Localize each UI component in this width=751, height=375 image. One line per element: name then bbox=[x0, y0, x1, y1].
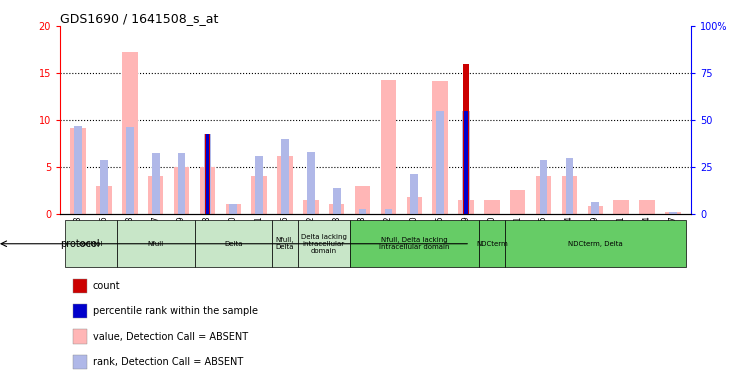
Bar bbox=[510, 190, 526, 214]
Text: Delta lacking
intracellular
domain: Delta lacking intracellular domain bbox=[301, 234, 347, 254]
Bar bbox=[381, 80, 397, 214]
Text: percentile rank within the sample: percentile rank within the sample bbox=[93, 306, 258, 316]
Bar bbox=[272, 220, 298, 267]
Bar bbox=[73, 279, 86, 293]
Bar bbox=[484, 200, 499, 214]
Bar bbox=[307, 152, 315, 214]
Bar bbox=[200, 167, 216, 214]
Bar bbox=[333, 188, 341, 214]
Bar bbox=[152, 153, 160, 214]
Bar bbox=[479, 220, 505, 267]
Text: control: control bbox=[79, 241, 104, 247]
Bar bbox=[206, 134, 210, 214]
Text: Delta: Delta bbox=[224, 241, 243, 247]
Bar bbox=[73, 355, 86, 369]
Bar bbox=[173, 167, 189, 214]
Bar bbox=[65, 220, 117, 267]
Bar bbox=[126, 127, 134, 214]
Bar bbox=[73, 330, 86, 344]
Text: Nfull,
Delta: Nfull, Delta bbox=[276, 237, 294, 250]
Bar bbox=[639, 200, 655, 214]
Bar bbox=[665, 212, 680, 214]
Bar bbox=[204, 134, 211, 214]
Bar bbox=[462, 111, 470, 214]
Bar bbox=[505, 220, 686, 267]
Bar bbox=[100, 160, 108, 214]
Text: count: count bbox=[93, 281, 120, 291]
Bar bbox=[303, 200, 318, 214]
Bar bbox=[277, 156, 293, 214]
Bar bbox=[350, 220, 479, 267]
Bar bbox=[591, 202, 599, 214]
Bar bbox=[73, 304, 86, 318]
Text: rank, Detection Call = ABSENT: rank, Detection Call = ABSENT bbox=[93, 357, 243, 367]
Bar bbox=[71, 128, 86, 214]
Bar bbox=[436, 111, 444, 214]
Bar bbox=[225, 204, 241, 214]
Bar bbox=[122, 52, 137, 214]
Text: NDCterm: NDCterm bbox=[476, 241, 508, 247]
Bar bbox=[562, 176, 578, 214]
Text: protocol: protocol bbox=[60, 239, 100, 249]
Bar bbox=[178, 153, 185, 214]
Text: value, Detection Call = ABSENT: value, Detection Call = ABSENT bbox=[93, 332, 248, 342]
Bar bbox=[433, 81, 448, 214]
Bar bbox=[406, 197, 422, 214]
Bar bbox=[540, 160, 547, 214]
Bar bbox=[255, 156, 263, 214]
Bar bbox=[535, 176, 551, 214]
Bar bbox=[117, 220, 195, 267]
Bar bbox=[148, 176, 164, 214]
Bar bbox=[96, 186, 112, 214]
Bar bbox=[566, 158, 573, 214]
Text: NDCterm, Delta: NDCterm, Delta bbox=[568, 241, 623, 247]
Bar bbox=[385, 209, 392, 214]
Text: Nfull: Nfull bbox=[148, 241, 164, 247]
Bar bbox=[359, 209, 366, 214]
Bar bbox=[587, 206, 603, 214]
Bar bbox=[252, 176, 267, 214]
Bar bbox=[281, 139, 289, 214]
Bar bbox=[354, 186, 370, 214]
Bar bbox=[410, 174, 418, 214]
Bar bbox=[463, 64, 469, 214]
Bar bbox=[329, 204, 345, 214]
Bar bbox=[298, 220, 350, 267]
Text: Nfull, Delta lacking
intracellular domain: Nfull, Delta lacking intracellular domai… bbox=[379, 237, 450, 250]
Bar bbox=[614, 200, 629, 214]
Bar bbox=[229, 204, 237, 214]
Text: GDS1690 / 1641508_s_at: GDS1690 / 1641508_s_at bbox=[60, 12, 219, 25]
Bar bbox=[464, 111, 468, 214]
Bar bbox=[195, 220, 272, 267]
Bar bbox=[205, 134, 210, 214]
Bar bbox=[458, 200, 474, 214]
Bar bbox=[669, 212, 677, 214]
Bar bbox=[74, 126, 82, 214]
